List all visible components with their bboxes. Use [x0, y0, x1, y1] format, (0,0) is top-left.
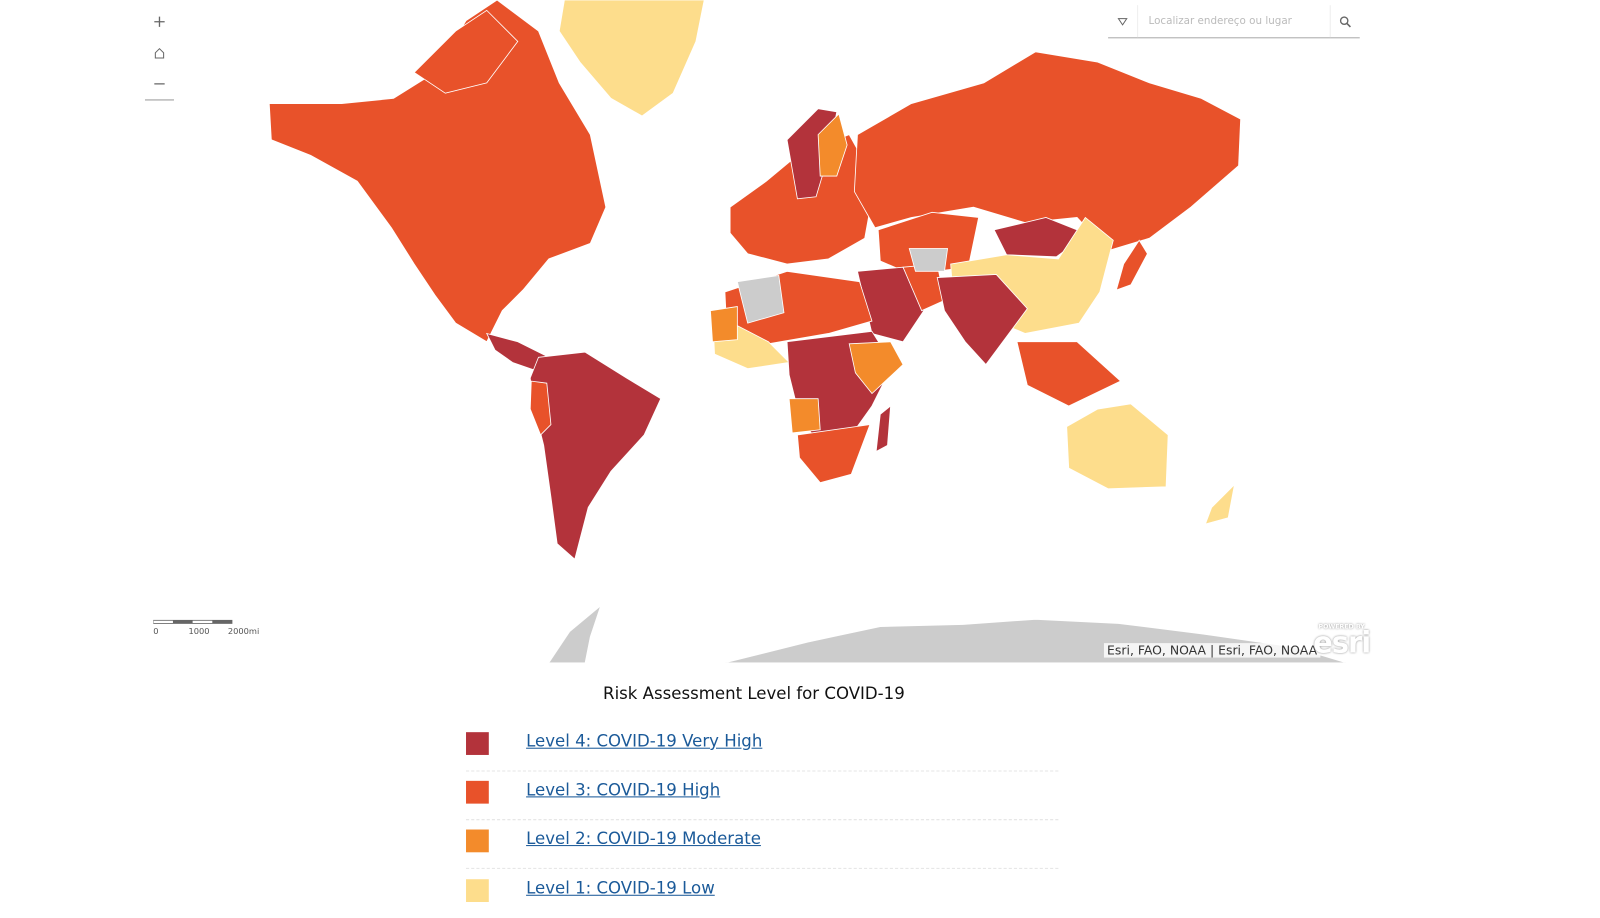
south-america	[529, 351, 662, 560]
map[interactable]	[0, 0, 1600, 663]
southern-africa	[796, 424, 871, 484]
search-button[interactable]	[1329, 5, 1360, 38]
southeast-asia	[1016, 341, 1122, 407]
attribution: Esri, FAO, NOAA | Esri, FAO, NOAA	[1103, 643, 1321, 658]
zoom-controls	[144, 6, 174, 101]
japan	[1115, 239, 1148, 291]
legend-row: Level 3: COVID-19 High	[466, 772, 1059, 821]
australia	[1066, 403, 1169, 490]
zoom-out[interactable]	[145, 68, 174, 99]
horn-of-africa	[848, 341, 904, 395]
search-input[interactable]: Localizar endereço ou lugar	[1137, 5, 1330, 38]
madagascar	[875, 405, 892, 453]
zoom-in[interactable]	[145, 6, 174, 37]
finland	[817, 113, 848, 177]
afghanistan	[908, 248, 949, 272]
south-america-west	[529, 380, 552, 436]
scale-label: 1000	[188, 626, 210, 636]
india	[936, 274, 1028, 366]
legend-link[interactable]: Level 2: COVID-19 Moderate	[526, 828, 761, 849]
mauritania	[709, 306, 738, 343]
scale-bar: 0 1000 2000mi	[153, 619, 259, 636]
search-box: Localizar endereço ou lugar	[1108, 5, 1360, 39]
legend-row: Level 4: COVID-19 Very High	[466, 723, 1059, 772]
middle-east	[856, 266, 925, 343]
logo-name: esri	[1313, 625, 1371, 660]
legend-link[interactable]: Level 3: COVID-19 High	[526, 779, 721, 800]
home[interactable]	[145, 37, 174, 68]
scale-label: 0	[153, 626, 159, 636]
search-dropdown[interactable]	[1108, 17, 1137, 26]
angola	[788, 398, 821, 434]
legend-swatch	[466, 829, 489, 853]
greenland	[558, 0, 705, 117]
russia	[853, 51, 1242, 252]
legend-row: Level 1: COVID-19 Low	[466, 870, 1058, 918]
legend-link[interactable]: Level 1: COVID-19 Low	[526, 878, 715, 898]
new-zealand	[1204, 483, 1236, 525]
esri-logo[interactable]: POWERED BY esri	[1313, 623, 1371, 660]
arctic-islands	[413, 9, 519, 94]
legend-row: Level 2: COVID-19 Moderate	[466, 820, 1059, 869]
scale-label: 2000mi	[227, 626, 260, 636]
legend-swatch	[466, 780, 489, 804]
legend-link[interactable]: Level 4: COVID-19 Very High	[526, 731, 763, 751]
legend-title: Risk Assessment Level for COVID-19	[603, 683, 905, 704]
legend-swatch	[466, 732, 489, 755]
antarctica-peninsula	[548, 604, 602, 663]
legend-swatch	[466, 879, 489, 903]
logo-caption: POWERED BY	[1318, 623, 1365, 631]
sahara	[736, 274, 785, 324]
